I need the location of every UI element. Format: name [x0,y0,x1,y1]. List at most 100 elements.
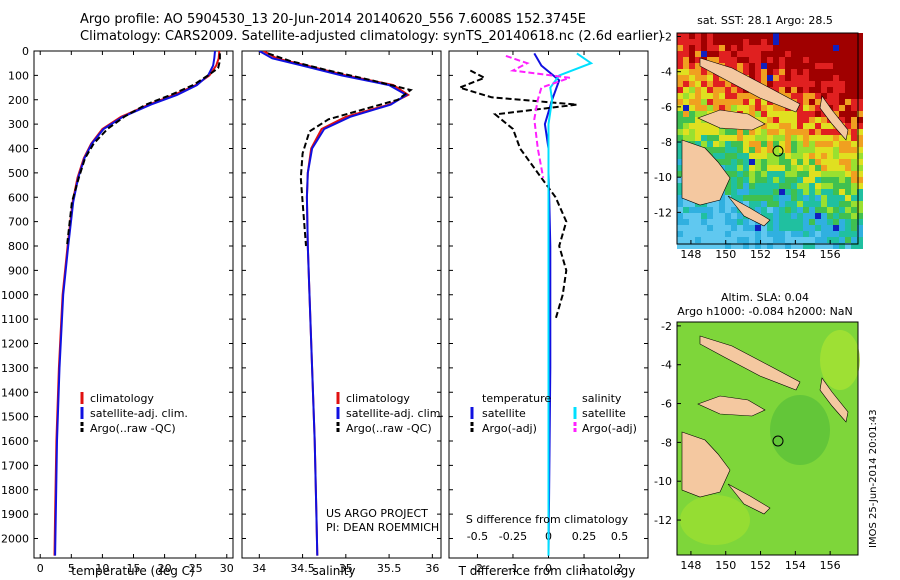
sst-cell [815,63,821,69]
sst-cell [857,201,863,207]
sst-cell [737,105,743,111]
sst-cell [677,135,683,141]
sst-cell [749,69,755,75]
sst-cell [791,33,797,39]
sst-cell [791,51,797,57]
sst-cell [815,177,821,183]
y-tick-label: 500 [8,167,29,180]
sst-cell [719,51,725,57]
sst-cell [737,51,743,57]
sst-cell [833,213,839,219]
legend-label-satellite: satellite-adj. clim. [90,407,188,420]
sst-cell [773,105,779,111]
sst-cell [695,75,701,81]
sst-cell [713,141,719,147]
sst-cell [785,207,791,213]
sst-cell [803,183,809,189]
sst-cell [713,45,719,51]
sst-cell [815,111,821,117]
sst-cell [845,231,851,237]
sst-cell [689,63,695,69]
sst-cell [677,165,683,171]
y-tick-label: 1200 [1,338,29,351]
sst-cell [737,171,743,177]
sst-cell [707,141,713,147]
sst-cell [821,189,827,195]
sst-cell [803,147,809,153]
sst-cell [773,117,779,123]
sst-cell [677,111,683,117]
sst-cell [767,171,773,177]
sst-cell [743,63,749,69]
sst-cell [857,237,863,243]
y-tick-label: 1600 [1,435,29,448]
sst-cell [851,33,857,39]
sst-cell [749,147,755,153]
sst-cell [797,57,803,63]
sst-cell [779,135,785,141]
sst-cell [767,135,773,141]
sst-cell [725,201,731,207]
sst-cell [833,57,839,63]
sst-cell [815,105,821,111]
sst-cell [689,33,695,39]
sst-cell [761,117,767,123]
sst-cell [683,123,689,129]
sst-cell [821,141,827,147]
sst-cell [791,69,797,75]
sst-cell [731,225,737,231]
sst-cell [683,201,689,207]
sst-cell [701,81,707,87]
sst-cell [809,129,815,135]
sst-cell [773,165,779,171]
sst-cell [809,177,815,183]
y-tick-label: 1900 [1,508,29,521]
sst-cell [839,57,845,63]
sst-cell [761,45,767,51]
sst-cell [851,165,857,171]
legend-label-s-satellite: satellite [582,407,626,420]
sst-cell [719,213,725,219]
sst-cell [773,129,779,135]
x-tick-label: 35.5 [377,562,402,575]
sst-cell [767,213,773,219]
sst-cell [677,207,683,213]
sst-cell [791,87,797,93]
sst-cell [791,237,797,243]
sst-cell [845,141,851,147]
sst-cell [683,237,689,243]
sst-cell [743,105,749,111]
sst-cell [719,225,725,231]
map-x-tick-label: 150 [715,559,736,572]
sst-cell [797,231,803,237]
sst-cell [701,243,707,249]
sst-cell [833,51,839,57]
sst-cell [851,87,857,93]
sst-cell [695,135,701,141]
sst-cell [773,231,779,237]
sst-cell [845,69,851,75]
sst-cell [797,45,803,51]
sst-cell [809,63,815,69]
sla-map-frame [676,321,859,556]
series-line-argo-adj-temperature- [456,69,578,320]
sst-cell [785,213,791,219]
sst-cell [815,159,821,165]
sst-cell [731,33,737,39]
sst-cell [719,129,725,135]
sst-cell [677,45,683,51]
sst-cell [779,243,785,249]
sst-cell [797,87,803,93]
sst-cell [851,171,857,177]
sst-cell [797,63,803,69]
sst-cell [707,69,713,75]
sst-cell [725,189,731,195]
sst-cell [755,153,761,159]
sst-cell [791,153,797,159]
sst-cell [839,165,845,171]
sst-cell [851,51,857,57]
sst-cell [755,159,761,165]
sst-cell [677,81,683,87]
sst-cell [839,39,845,45]
sst-cell [683,225,689,231]
